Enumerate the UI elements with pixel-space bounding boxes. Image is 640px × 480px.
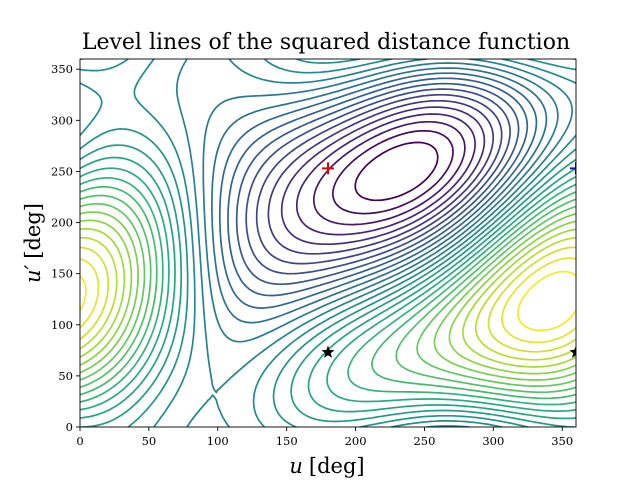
x-tick-label: 300	[482, 434, 504, 448]
star-marker	[321, 345, 335, 358]
contour-level-10	[80, 186, 576, 400]
contour-level-6	[80, 219, 576, 375]
contour-level-23	[245, 88, 511, 275]
contour-level-24	[255, 93, 503, 265]
contour-level-27	[295, 113, 476, 236]
contour-level-26	[280, 106, 486, 246]
contour-level-22	[235, 82, 520, 286]
x-tick-label: 100	[207, 434, 229, 448]
y-axis-unit: [deg]	[21, 203, 45, 259]
y-tick-label: 150	[51, 267, 73, 281]
y-axis-ticks: 0 50 100 150 200 250 300 350	[51, 62, 80, 434]
chart-title: Level lines of the squared distance func…	[82, 30, 570, 55]
y-tick-label: 250	[51, 164, 73, 178]
y-tick-label: 0	[66, 420, 73, 434]
contour-level-25	[267, 99, 495, 255]
x-axis-label: u [deg]	[289, 454, 364, 478]
y-tick-label: 100	[51, 318, 73, 332]
plus-marker	[322, 162, 334, 175]
contour-level-21	[227, 77, 529, 297]
x-tick-label: 350	[551, 434, 573, 448]
contour-level-4	[80, 236, 576, 361]
x-axis-unit: [deg]	[309, 454, 365, 478]
plus-marker	[570, 162, 576, 175]
x-tick-label: 0	[76, 434, 83, 448]
contour-level-13	[80, 156, 576, 420]
contour-level-15	[80, 59, 576, 427]
contour-level-14	[80, 59, 576, 427]
contour-lines	[80, 59, 576, 427]
contour-level-12	[80, 167, 576, 412]
x-tick-label: 200	[345, 434, 367, 448]
contour-level-28	[312, 120, 466, 226]
y-axis-symbol: u′	[21, 264, 45, 283]
contour-level-9	[80, 194, 576, 394]
x-tick-label: 150	[276, 434, 298, 448]
star-marker	[569, 345, 576, 358]
contour-level-11	[80, 177, 576, 406]
contour-level-18	[202, 62, 559, 343]
contour-level-29	[331, 129, 454, 215]
y-tick-label: 300	[51, 113, 73, 127]
y-tick-label: 350	[51, 62, 73, 76]
contour-level-7	[80, 211, 576, 381]
marker-layer	[321, 162, 576, 358]
contour-level-30	[354, 141, 439, 202]
x-tick-label: 250	[413, 434, 435, 448]
contour-level-2	[80, 257, 576, 344]
contour-level-8	[80, 202, 576, 387]
x-axis-ticks: 0 50 100 150 200 250 300 350	[76, 427, 573, 448]
y-axis-label: u′ [deg]	[21, 203, 45, 283]
plot-frame	[79, 58, 577, 428]
contour-level-20	[218, 72, 538, 309]
contour-level-5	[80, 228, 576, 368]
x-tick-label: 50	[142, 434, 157, 448]
contour-level-3	[80, 246, 576, 353]
x-axis-symbol: u	[289, 454, 303, 478]
y-tick-label: 200	[51, 216, 73, 230]
contour-level-1	[80, 270, 576, 332]
y-tick-label: 50	[58, 369, 73, 383]
contour-level-19	[211, 67, 548, 324]
